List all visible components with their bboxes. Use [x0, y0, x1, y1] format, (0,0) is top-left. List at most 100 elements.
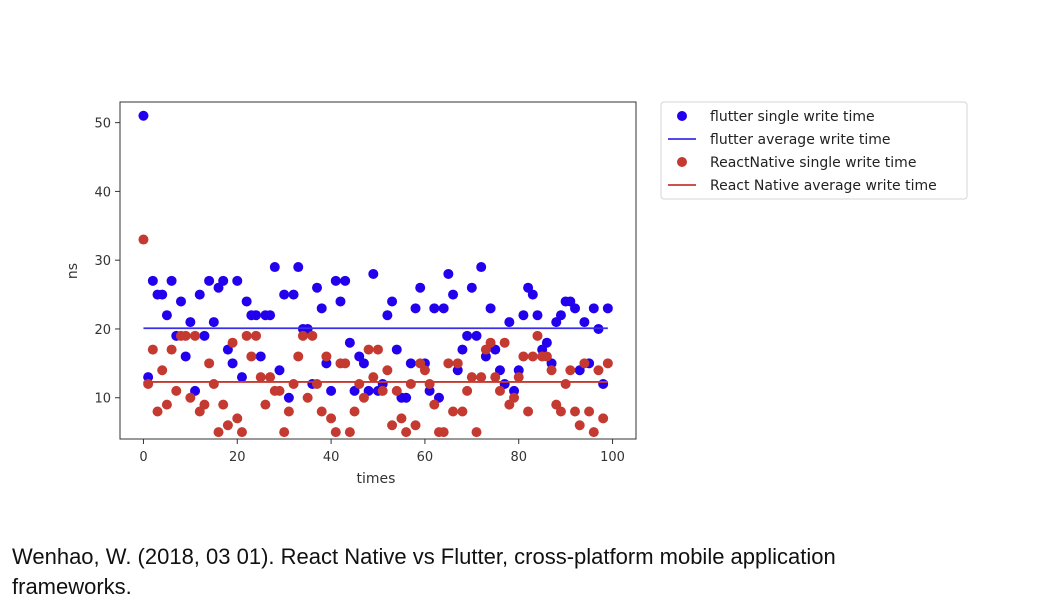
flutter-single-write-time-point	[204, 275, 215, 286]
flutter-single-write-time-point	[199, 330, 210, 341]
reactnative-single-write-time-point	[401, 427, 412, 438]
flutter-single-write-time-point	[438, 303, 449, 314]
flutter-single-write-time-point	[570, 303, 581, 314]
flutter-single-write-time-point	[335, 296, 346, 307]
reactnative-single-write-time-point	[373, 344, 383, 355]
reactnative-single-write-time-point	[527, 351, 538, 362]
legend-label: flutter single write time	[710, 109, 875, 125]
flutter-single-write-time-point	[429, 303, 440, 314]
scatter-chart: 0 20 40 60 80 100 10 20 30 40 50 times ns flutter…	[65, 101, 968, 487]
reactnative-single-write-time-point	[349, 406, 360, 417]
reactnative-single-write-time-point	[279, 427, 290, 438]
flutter-single-write-time-point	[227, 358, 238, 369]
reactnative-single-write-time-point	[138, 234, 149, 245]
reactnative-single-write-time-point	[532, 330, 543, 341]
flutter-single-write-time-point	[175, 296, 186, 307]
flutter-single-write-time-point	[513, 365, 524, 376]
reactnative-single-write-time-point	[396, 413, 407, 424]
reactnative-single-write-time-point	[391, 385, 402, 396]
reactnative-single-write-time-point	[429, 399, 440, 410]
flutter-single-write-time-point	[321, 358, 332, 369]
reactnative-single-write-time-point	[321, 351, 332, 362]
citation-line-2: frameworks.	[12, 574, 132, 599]
reactnative-single-write-time-point	[588, 427, 599, 438]
reactnative-single-write-time-point	[147, 344, 158, 355]
reactnative-single-write-time-point	[180, 330, 191, 341]
flutter-single-write-time-point	[391, 344, 402, 355]
reactnative-single-write-time-point	[241, 330, 252, 341]
flutter-single-write-time-point	[326, 385, 337, 396]
reactnative-single-write-time-point	[227, 337, 238, 348]
reactnative-single-write-time-point	[448, 406, 459, 417]
flutter-single-write-time-point	[180, 351, 191, 362]
flutter-single-write-time-point	[185, 317, 196, 328]
flutter-single-write-time-point	[293, 262, 304, 273]
reactnative-single-write-time-point	[579, 358, 590, 369]
flutter-single-write-time-point	[448, 289, 459, 300]
flutter-single-write-time-point	[368, 268, 379, 279]
flutter-single-write-time-point	[330, 275, 341, 286]
reactnative-single-write-time-point	[485, 337, 496, 348]
flutter-single-write-time-point	[218, 275, 229, 286]
flutter-single-write-time-point	[485, 303, 496, 314]
reactnative-single-write-time-point	[555, 406, 566, 417]
reactnative-single-write-time-point	[387, 420, 398, 431]
reactnative-single-write-time-point	[602, 358, 613, 369]
reactnative-single-write-time-point	[260, 399, 271, 410]
plot-area	[138, 110, 613, 438]
reactnative-single-write-time-point	[312, 378, 323, 389]
axes-frame	[119, 101, 637, 440]
reactnative-single-write-time-point	[185, 392, 196, 403]
flutter-single-write-time-point	[466, 282, 477, 293]
reactnative-single-write-time-point	[466, 372, 477, 383]
legend-box	[660, 101, 968, 200]
reactnative-single-write-time-point	[218, 399, 229, 410]
flutter-single-write-time-point	[340, 275, 351, 286]
reactnative-single-write-time-point	[499, 337, 510, 348]
legend-label: React Native average write time	[710, 178, 937, 194]
reactnative-single-write-time-point	[518, 351, 529, 362]
reactnative-single-write-time-point	[340, 358, 351, 369]
reactnative-single-write-time-point	[405, 378, 416, 389]
reactnative-single-write-time-point	[574, 420, 585, 431]
flutter-single-write-time-point	[457, 344, 468, 355]
x-tick-label: 60	[417, 450, 434, 465]
flutter-single-write-time-point	[157, 289, 168, 300]
flutter-single-write-time-point	[143, 372, 154, 383]
reactnative-single-write-time-point	[283, 406, 294, 417]
x-axis-label: times	[357, 471, 396, 487]
reactnative-single-write-time-point	[326, 413, 337, 424]
reactnative-single-write-time-point	[232, 413, 243, 424]
reactnative-single-write-time-point	[462, 385, 473, 396]
flutter-single-write-time-point	[147, 275, 158, 286]
reactnative-single-write-time-point	[293, 351, 304, 362]
reactnative-single-write-time-point	[363, 344, 374, 355]
flutter-single-write-time-point	[598, 378, 609, 389]
reactnative-single-write-time-point	[236, 427, 247, 438]
reactnative-single-write-time-point	[513, 372, 524, 383]
flutter-single-write-time-point	[208, 317, 219, 328]
reactnative-single-write-time-point	[171, 385, 182, 396]
legend-swatch-dot	[677, 157, 687, 167]
flutter-single-write-time-point	[312, 282, 323, 293]
flutter-single-write-time-point	[588, 303, 599, 314]
flutter-single-write-time-point	[138, 110, 149, 121]
reactnative-single-write-time-point	[490, 372, 501, 383]
reactnative-single-write-time-point	[344, 427, 355, 438]
reactnative-single-write-time-point	[199, 399, 210, 410]
flutter-single-write-time-point	[471, 330, 482, 341]
flutter-single-write-time-point	[251, 310, 262, 321]
citation-caption: Wenhao, W. (2018, 03 01). React Native v…	[12, 542, 1012, 602]
reactnative-single-write-time-point	[157, 365, 168, 376]
flutter-single-write-time-point	[405, 358, 416, 369]
reactnative-single-write-time-point	[222, 420, 233, 431]
reactnative-single-write-time-point	[471, 427, 482, 438]
reactnative-single-write-time-point	[213, 427, 224, 438]
flutter-single-write-time-point	[443, 268, 454, 279]
reactnative-single-write-time-point	[330, 427, 341, 438]
reactnative-single-write-time-point	[161, 399, 172, 410]
reactnative-single-write-time-point	[509, 392, 520, 403]
reactnative-single-write-time-point	[476, 372, 487, 383]
flutter-single-write-time-point	[269, 262, 280, 273]
reactnative-single-write-time-point	[560, 378, 571, 389]
